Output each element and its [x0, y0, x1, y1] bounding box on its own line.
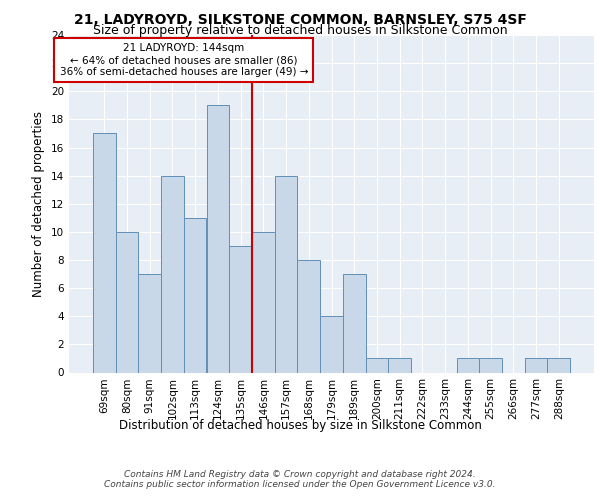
- Bar: [479, 358, 502, 372]
- Bar: [524, 358, 547, 372]
- Bar: [343, 274, 365, 372]
- Bar: [388, 358, 411, 372]
- Bar: [184, 218, 206, 372]
- Bar: [93, 134, 116, 372]
- Bar: [116, 232, 139, 372]
- Y-axis label: Number of detached properties: Number of detached properties: [32, 111, 46, 296]
- Bar: [320, 316, 343, 372]
- Text: 21 LADYROYD: 144sqm
← 64% of detached houses are smaller (86)
36% of semi-detach: 21 LADYROYD: 144sqm ← 64% of detached ho…: [59, 44, 308, 76]
- Text: Contains HM Land Registry data © Crown copyright and database right 2024.
Contai: Contains HM Land Registry data © Crown c…: [104, 470, 496, 489]
- Bar: [365, 358, 388, 372]
- Bar: [161, 176, 184, 372]
- Bar: [229, 246, 252, 372]
- Bar: [457, 358, 479, 372]
- Bar: [298, 260, 320, 372]
- Bar: [139, 274, 161, 372]
- Bar: [275, 176, 298, 372]
- Text: Distribution of detached houses by size in Silkstone Common: Distribution of detached houses by size …: [119, 420, 481, 432]
- Bar: [206, 106, 229, 372]
- Text: Size of property relative to detached houses in Silkstone Common: Size of property relative to detached ho…: [92, 24, 508, 37]
- Text: 21, LADYROYD, SILKSTONE COMMON, BARNSLEY, S75 4SF: 21, LADYROYD, SILKSTONE COMMON, BARNSLEY…: [74, 12, 526, 26]
- Bar: [547, 358, 570, 372]
- Bar: [252, 232, 275, 372]
